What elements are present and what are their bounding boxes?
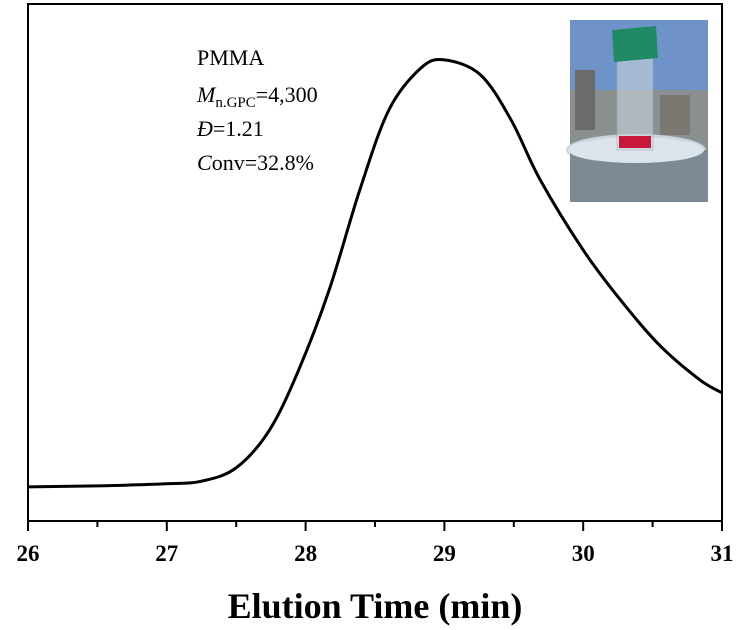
- x-tick-label: 28: [294, 541, 317, 566]
- annotation-part: C: [197, 150, 212, 175]
- x-tick-label: 31: [711, 541, 734, 566]
- annotation-part: =1.21: [213, 116, 264, 141]
- x-tick-label: 26: [17, 541, 40, 566]
- annotation-part: Đ: [196, 116, 213, 141]
- annotation: Đ=1.21: [196, 116, 264, 141]
- data-line: [27, 57, 723, 489]
- x-tick-label: 30: [572, 541, 595, 566]
- annotation-part: onv=32.8%: [212, 150, 314, 175]
- annotation: PMMA: [197, 45, 264, 70]
- annotation-subscript: n.GPC: [215, 95, 255, 111]
- annotation-part: M: [196, 82, 217, 107]
- annotation: Conv=32.8%: [197, 150, 314, 175]
- x-tick-label: 27: [155, 541, 178, 566]
- annotation: Mn.GPC=4,300: [196, 82, 318, 111]
- inset-photo: [566, 20, 708, 202]
- x-tick-label: 29: [433, 541, 456, 566]
- x-axis-label: Elution Time (min): [228, 586, 523, 626]
- annotation-part: =4,300: [256, 82, 318, 107]
